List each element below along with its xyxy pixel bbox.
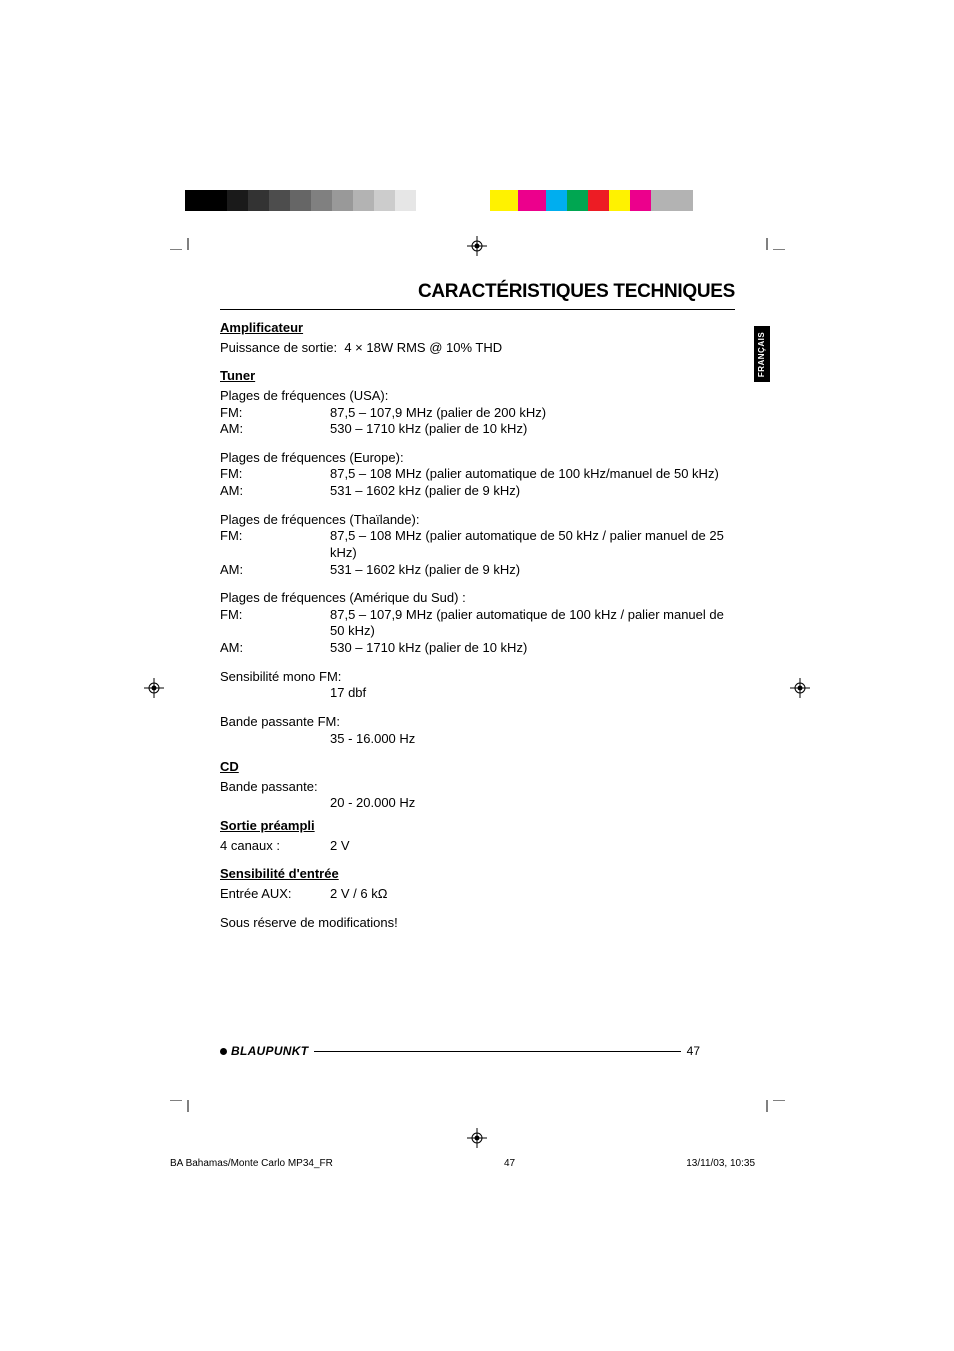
imprint-page: 47 [504,1158,515,1169]
modifications-note: Sous réserve de modifications! [220,915,735,932]
fm-value: 87,5 – 107,9 MHz (palier automatique de … [330,607,735,640]
tuner-eu-heading: Plages de fréquences (Europe): [220,450,735,467]
body-text: Amplificateur Puissance de sortie: 4 × 1… [220,320,735,931]
section-heading-amplificateur: Amplificateur [220,320,735,337]
mono-sensitivity-value: 17 dbf [330,685,735,702]
preamp-channels-label: 4 canaux : [220,838,330,855]
registration-mark-icon [467,1128,487,1148]
swatch [227,190,248,211]
aux-input-label: Entrée AUX: [220,886,330,903]
swatch [630,190,651,211]
output-power-label: Puissance de sortie: [220,340,337,355]
language-tab-label: FRANÇAIS [758,331,767,376]
am-label: AM: [220,640,330,657]
section-heading-input: Sensibilité d'entrée [220,866,735,883]
fm-value: 87,5 – 107,9 MHz (palier de 200 kHz) [330,405,735,422]
swatch [651,190,672,211]
crop-mark-icon [170,1100,200,1130]
page: FRANÇAIS CARACTÉRISTIQUES TECHNIQUES Amp… [0,0,954,1351]
tuner-th-heading: Plages de fréquences (Thaïlande): [220,512,735,529]
crop-mark-icon [755,1100,785,1130]
swatch [332,190,353,211]
am-value: 530 – 1710 kHz (palier de 10 kHz) [330,640,735,657]
footer: BLAUPUNKT 47 [220,1044,700,1058]
fm-label: FM: [220,466,330,483]
brand-logo: BLAUPUNKT [220,1044,308,1058]
process-color-bar [490,190,693,211]
swatch [416,190,437,211]
registration-mark-icon [467,236,487,256]
cd-bandwidth-label: Bande passante: [220,779,735,796]
tuner-sa-heading: Plages de fréquences (Amérique du Sud) : [220,590,735,607]
am-value: 531 – 1602 kHz (palier de 9 kHz) [330,562,735,579]
am-value: 531 – 1602 kHz (palier de 9 kHz) [330,483,735,500]
preamp-channels-value: 2 V [330,838,735,855]
imprint-date: 13/11/03, 10:35 [686,1158,755,1169]
swatch [588,190,609,211]
imprint-doc: BA Bahamas/Monte Carlo MP34_FR [170,1158,333,1169]
swatch [248,190,269,211]
section-heading-preamp: Sortie préampli [220,818,735,835]
swatch [518,190,546,211]
language-tab: FRANÇAIS [754,326,770,382]
swatch [546,190,567,211]
am-label: AM: [220,421,330,438]
crop-mark-icon [170,220,200,250]
output-power-value: 4 × 18W RMS @ 10% THD [344,340,502,355]
cd-bandwidth-value: 20 - 20.000 Hz [330,795,735,812]
swatch [567,190,588,211]
title-rule [220,309,735,310]
swatch [311,190,332,211]
brand-dot-icon [220,1048,227,1055]
registration-mark-icon [790,678,810,698]
fm-bandwidth-label: Bande passante FM: [220,714,735,731]
tuner-usa-heading: Plages de fréquences (USA): [220,388,735,405]
fm-label: FM: [220,405,330,422]
mono-sensitivity-label: Sensibilité mono FM: [220,669,735,686]
swatch [353,190,374,211]
swatch [395,190,416,211]
swatch [269,190,290,211]
swatch [206,190,227,211]
registration-mark-icon [144,678,164,698]
page-title: CARACTÉRISTIQUES TECHNIQUES [220,281,735,303]
grayscale-bar [185,190,437,211]
am-value: 530 – 1710 kHz (palier de 10 kHz) [330,421,735,438]
fm-value: 87,5 – 108 MHz (palier automatique de 10… [330,466,735,483]
swatch [672,190,693,211]
crop-mark-icon [755,220,785,250]
am-label: AM: [220,483,330,500]
content-area: FRANÇAIS CARACTÉRISTIQUES TECHNIQUES Amp… [220,281,735,931]
am-label: AM: [220,562,330,579]
imprint-line: BA Bahamas/Monte Carlo MP34_FR 47 13/11/… [170,1158,755,1169]
swatch [185,190,206,211]
section-heading-cd: CD [220,759,735,776]
footer-rule [314,1051,680,1052]
section-heading-tuner: Tuner [220,368,735,385]
page-number: 47 [687,1044,700,1058]
fm-label: FM: [220,607,330,640]
brand-name: BLAUPUNKT [231,1044,308,1058]
swatch [609,190,630,211]
swatch [374,190,395,211]
fm-label: FM: [220,528,330,561]
fm-bandwidth-value: 35 - 16.000 Hz [330,731,735,748]
swatch [490,190,518,211]
swatch [290,190,311,211]
aux-input-value: 2 V / 6 kΩ [330,886,735,903]
fm-value: 87,5 – 108 MHz (palier automatique de 50… [330,528,735,561]
